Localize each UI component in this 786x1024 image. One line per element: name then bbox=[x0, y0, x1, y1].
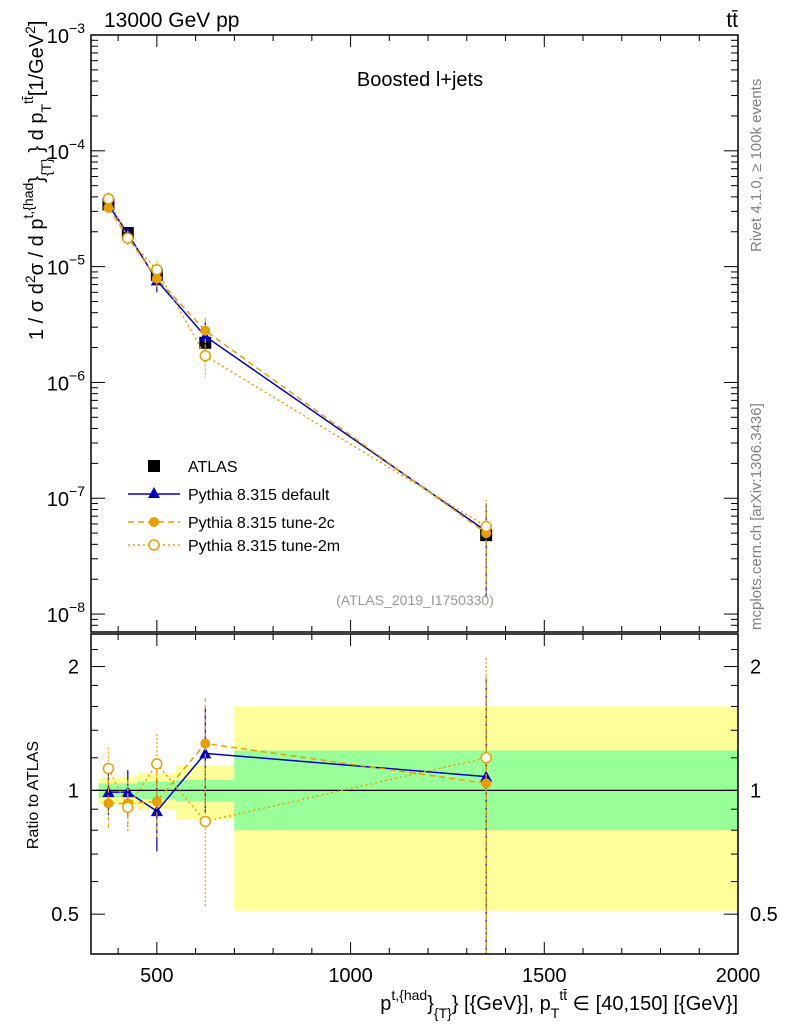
mc-point-tune-2m bbox=[102, 193, 115, 205]
main-y-tick-label: 10−6 bbox=[47, 367, 85, 395]
ratio-line-tune-2c bbox=[108, 742, 487, 805]
mc-line-default bbox=[107, 204, 487, 532]
ratio-point-tune-2c bbox=[200, 738, 211, 749]
legend-label-tune-2c: Pythia 8.315 tune-2c bbox=[188, 515, 335, 532]
ratio-y-tick-label: 2 bbox=[68, 657, 79, 679]
rivet-version-label: Rivet 4.1.0, ≥ 100k events bbox=[748, 79, 765, 252]
ratio-point-default bbox=[199, 747, 212, 759]
ratio-y-tick-label: 1 bbox=[68, 780, 79, 802]
legend-label-tune-2m: Pythia 8.315 tune-2m bbox=[188, 538, 340, 555]
mc-point-tune-2m bbox=[151, 263, 163, 276]
ratio-panel: 500 1000 1500 2000 0.5 0.5 1 1 2 2 Ratio to ATLAS… bbox=[25, 633, 778, 1021]
legend-label-default: Pythia 8.315 default bbox=[188, 487, 330, 504]
legend-marker-tune-2c bbox=[149, 517, 159, 527]
ratio-point-tune-2m bbox=[480, 752, 492, 764]
legend-marker-tune-2m bbox=[148, 539, 160, 551]
main-frame bbox=[90, 34, 739, 633]
ratio-point-tune-2m bbox=[151, 758, 163, 770]
mc-line-tune-2m bbox=[107, 198, 487, 528]
mc-line-tune-2c bbox=[107, 207, 487, 534]
x-tick-label: 1000 bbox=[328, 965, 373, 987]
legend: ATLAS Pythia 8.315 default Pythia 8.315 … bbox=[128, 459, 340, 555]
svg-text:1 / σ d2σ / d pt,{had}{T} } d: 1 / σ d2σ / d pt,{had}{T} } d pTtt̄[1/Ge… bbox=[20, 21, 54, 340]
main-plot-title: Boosted l+jets bbox=[357, 69, 483, 91]
x-tick-label: 1500 bbox=[522, 965, 567, 987]
svg-text:pt,{had}{T}} [{GeV}], pTtt̄ ∈: pt,{had}{T}} [{GeV}], pTtt̄ ∈ [40,150] [… bbox=[380, 987, 738, 1021]
ratio-point-default bbox=[150, 805, 163, 817]
mcplots-label: mcplots.cern.ch [arXiv:1306.3436] bbox=[748, 403, 765, 630]
header-right-title: tt̄ bbox=[726, 9, 738, 32]
ratio-point-tune-2c bbox=[103, 798, 114, 809]
main-y-tick-label: 10−7 bbox=[47, 483, 85, 511]
x-tick-label: 2000 bbox=[716, 965, 761, 987]
main-y-tick-label: 10−5 bbox=[47, 252, 85, 280]
mc-point-tune-2m bbox=[199, 349, 212, 362]
main-y-tick-label: 10−3 bbox=[47, 20, 85, 48]
legend-label-atlas: ATLAS bbox=[188, 459, 238, 476]
x-tick-label: 500 bbox=[140, 965, 173, 987]
analysis-id-label: (ATLAS_2019_I1750330) bbox=[336, 592, 494, 608]
x-axis-label: pt,{had}{T}} [{GeV}], pTtt̄ ∈ [40,150] [… bbox=[380, 987, 738, 1021]
main-y-tick-label: 10−4 bbox=[47, 136, 85, 164]
legend-marker-atlas bbox=[148, 460, 160, 472]
ratio-point-tune-2m bbox=[102, 762, 115, 775]
mc-point-tune-2c bbox=[200, 325, 211, 336]
ratio-y-tick-label-right: 2 bbox=[750, 657, 761, 679]
main-y-tick-label: 10−8 bbox=[47, 599, 85, 627]
ratio-y-axis-label: Ratio to ATLAS bbox=[25, 741, 42, 849]
mc-point-tune-2m bbox=[122, 232, 134, 244]
ratio-y-tick-label-right: 1 bbox=[750, 780, 761, 802]
header-left-title: 13000 GeV pp bbox=[104, 9, 239, 32]
ratio-frame bbox=[90, 633, 739, 955]
legend-marker-default bbox=[148, 487, 160, 498]
ratio-point-tune-2m bbox=[122, 801, 134, 813]
ratio-point-tune-2m bbox=[199, 815, 212, 828]
ratio-y-tick-label: 0.5 bbox=[51, 904, 79, 926]
mc-point-tune-2m bbox=[480, 520, 492, 533]
main-panel: 10−810−710−610−510−410−3 Boosted l+jets … bbox=[20, 20, 739, 633]
ratio-point-default bbox=[121, 786, 134, 798]
main-y-axis-label: 1 / σ d2σ / d pt,{had}{T} } d pTtt̄[1/Ge… bbox=[20, 21, 54, 340]
ratio-y-tick-label-right: 0.5 bbox=[750, 904, 778, 926]
ratio-point-tune-2c bbox=[151, 796, 162, 807]
